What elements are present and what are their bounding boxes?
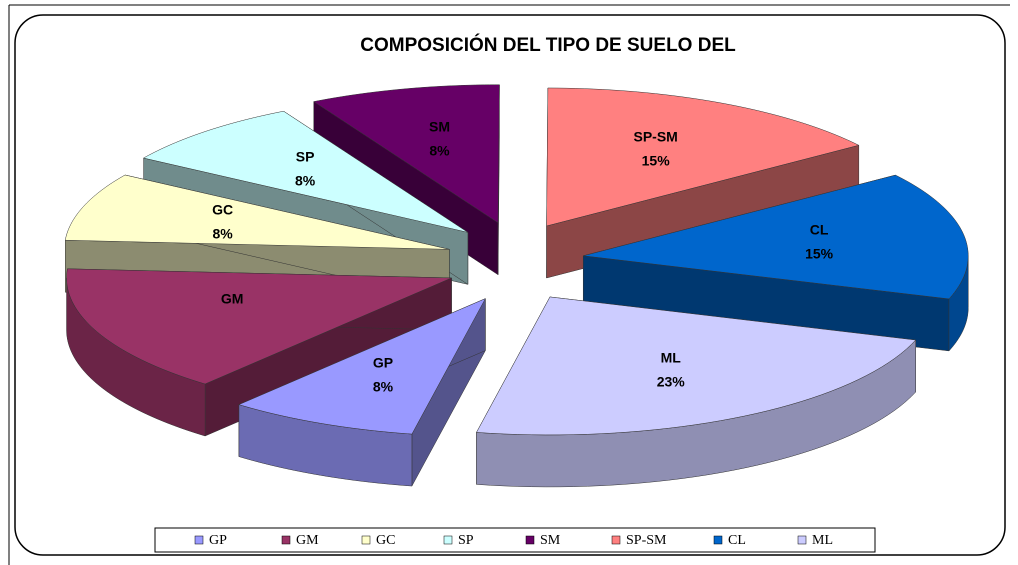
slice-top — [546, 87, 860, 227]
legend-swatch — [281, 535, 291, 545]
value-label: 15% — [805, 245, 834, 261]
legend-swatch — [713, 535, 723, 545]
slice-label: SM — [429, 118, 450, 134]
value-label: 23% — [657, 373, 686, 389]
legend-label: ML — [812, 533, 833, 548]
legend-swatch — [443, 535, 453, 545]
legend-label: CL — [728, 533, 746, 548]
legend-label: GM — [296, 533, 319, 548]
legend-swatch — [194, 535, 204, 545]
slice-label: GC — [212, 201, 233, 217]
chart-title: COMPOSICIÓN DEL TIPO DE SUELO DEL — [360, 34, 736, 56]
slice-label: GM — [221, 290, 244, 306]
slice-top — [66, 268, 452, 385]
legend-swatch — [525, 535, 535, 545]
slice-top — [238, 298, 486, 435]
slice — [546, 87, 860, 279]
legend-box — [154, 527, 876, 553]
slice-top — [583, 174, 969, 300]
legend-swatch — [361, 535, 371, 545]
slice-label: GP — [373, 355, 393, 371]
value-label: 8% — [373, 379, 394, 395]
slice-label: CL — [810, 221, 829, 237]
slice-top — [142, 110, 469, 233]
legend-label: SP — [458, 533, 474, 548]
legend-label: SM — [540, 533, 561, 548]
value-label: 8% — [429, 142, 450, 158]
slice-label: ML — [661, 349, 682, 365]
slice-top — [64, 174, 450, 250]
slice-label: SP — [296, 149, 315, 165]
value-label: 8% — [213, 225, 234, 241]
legend-swatch — [797, 535, 807, 545]
legend-label: GC — [376, 533, 395, 548]
slice — [476, 296, 917, 488]
slice — [238, 298, 486, 487]
slice-label: SP-SM — [633, 129, 677, 145]
slice — [582, 174, 969, 352]
value-label: 8% — [295, 173, 316, 189]
legend-label: GP — [209, 533, 227, 548]
value-label: 15% — [642, 153, 671, 169]
slice-top — [313, 84, 500, 224]
legend-swatch — [611, 535, 621, 545]
slice-top — [476, 296, 917, 436]
legend-label: SP-SM — [626, 533, 667, 548]
